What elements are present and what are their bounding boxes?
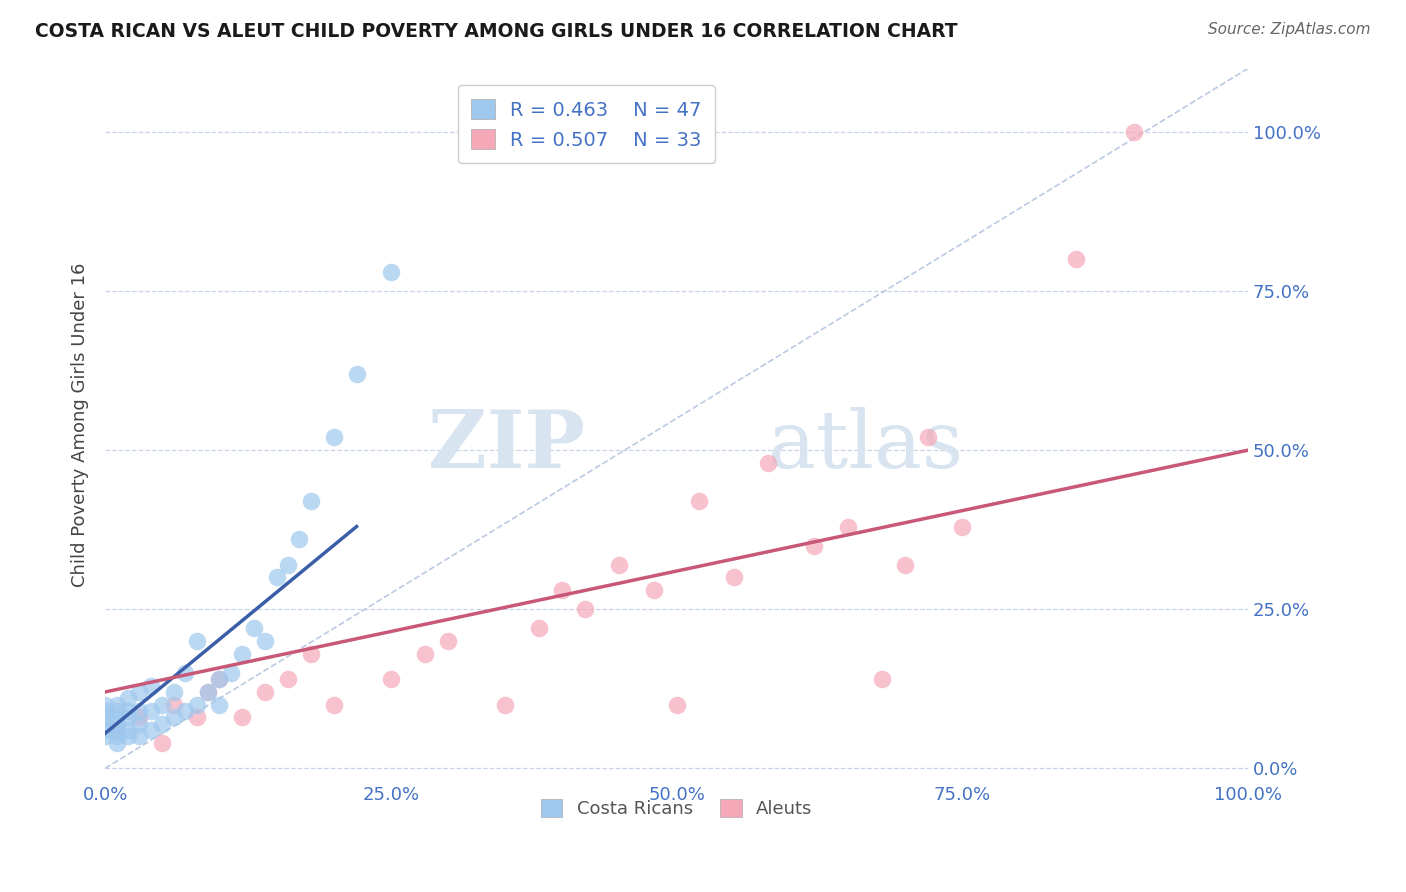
Point — [950, 519, 973, 533]
Point — [94, 698, 117, 712]
Point — [219, 665, 242, 680]
Legend: Costa Ricans, Aleuts: Costa Ricans, Aleuts — [533, 791, 820, 825]
Text: Source: ZipAtlas.com: Source: ZipAtlas.com — [1208, 22, 1371, 37]
Point — [756, 456, 779, 470]
Point — [837, 519, 859, 533]
Point — [254, 634, 277, 648]
Point — [208, 672, 231, 686]
Point — [139, 723, 162, 738]
Point — [894, 558, 917, 572]
Point — [380, 265, 402, 279]
Point — [277, 672, 299, 686]
Point — [723, 570, 745, 584]
Point — [128, 685, 150, 699]
Text: COSTA RICAN VS ALEUT CHILD POVERTY AMONG GIRLS UNDER 16 CORRELATION CHART: COSTA RICAN VS ALEUT CHILD POVERTY AMONG… — [35, 22, 957, 41]
Text: atlas: atlas — [768, 407, 963, 485]
Point — [139, 704, 162, 718]
Point — [105, 736, 128, 750]
Point — [186, 710, 208, 724]
Point — [299, 647, 322, 661]
Point — [299, 494, 322, 508]
Point — [254, 685, 277, 699]
Point — [609, 558, 631, 572]
Point — [186, 698, 208, 712]
Point — [208, 672, 231, 686]
Point — [494, 698, 516, 712]
Point — [574, 602, 596, 616]
Point — [117, 730, 139, 744]
Point — [266, 570, 288, 584]
Point — [117, 723, 139, 738]
Point — [174, 704, 197, 718]
Point — [231, 647, 253, 661]
Point — [128, 704, 150, 718]
Point — [150, 716, 173, 731]
Point — [94, 716, 117, 731]
Point — [105, 698, 128, 712]
Point — [128, 730, 150, 744]
Point — [163, 698, 186, 712]
Point — [174, 665, 197, 680]
Point — [105, 730, 128, 744]
Point — [413, 647, 436, 661]
Point — [288, 533, 311, 547]
Point — [197, 685, 219, 699]
Point — [917, 430, 939, 444]
Point — [94, 730, 117, 744]
Point — [803, 539, 825, 553]
Point — [277, 558, 299, 572]
Point — [105, 710, 128, 724]
Point — [139, 679, 162, 693]
Point — [150, 698, 173, 712]
Point — [150, 736, 173, 750]
Point — [105, 723, 128, 738]
Point — [665, 698, 688, 712]
Point — [1066, 252, 1088, 267]
Point — [105, 716, 128, 731]
Point — [197, 685, 219, 699]
Point — [94, 704, 117, 718]
Point — [380, 672, 402, 686]
Point — [208, 698, 231, 712]
Point — [688, 494, 710, 508]
Point — [437, 634, 460, 648]
Point — [529, 621, 551, 635]
Point — [117, 710, 139, 724]
Point — [94, 723, 117, 738]
Point — [105, 723, 128, 738]
Point — [128, 710, 150, 724]
Point — [186, 634, 208, 648]
Point — [870, 672, 893, 686]
Point — [117, 704, 139, 718]
Point — [163, 710, 186, 724]
Text: ZIP: ZIP — [427, 407, 585, 485]
Point — [231, 710, 253, 724]
Point — [322, 430, 344, 444]
Point — [643, 583, 665, 598]
Point — [117, 691, 139, 706]
Point — [163, 685, 186, 699]
Point — [346, 367, 368, 381]
Point — [322, 698, 344, 712]
Point — [105, 704, 128, 718]
Point — [242, 621, 264, 635]
Point — [128, 716, 150, 731]
Point — [551, 583, 574, 598]
Point — [94, 710, 117, 724]
Y-axis label: Child Poverty Among Girls Under 16: Child Poverty Among Girls Under 16 — [72, 262, 89, 587]
Point — [1122, 125, 1144, 139]
